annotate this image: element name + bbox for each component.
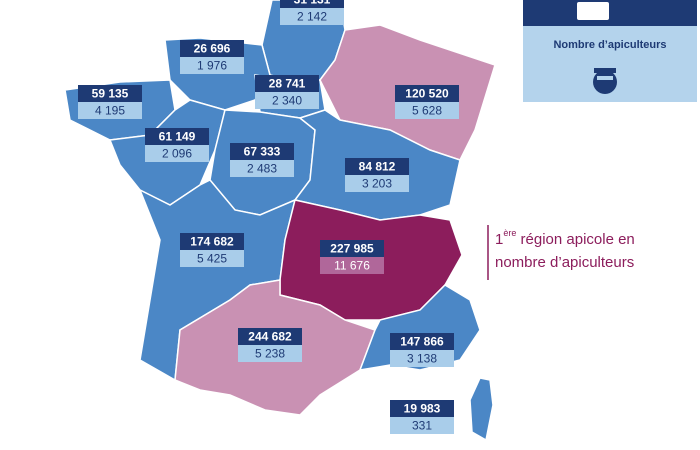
- hive-icon: [577, 2, 609, 20]
- value-box-top: [145, 128, 209, 145]
- region-value-top: 227 985: [330, 242, 374, 256]
- region-value-top: 31 131: [294, 0, 331, 7]
- value-box-top: [255, 75, 319, 92]
- region: [469, 377, 494, 442]
- region-value-bottom: 2 340: [272, 94, 302, 108]
- region-value-top: 147 866: [400, 335, 444, 349]
- region-value-top: 84 812: [359, 160, 396, 174]
- region-value-bottom: 3 203: [362, 177, 392, 191]
- region-value-top: 26 696: [194, 42, 231, 56]
- value-box-top: [390, 400, 454, 417]
- value-box-top: [390, 333, 454, 350]
- value-box-bottom: [390, 417, 454, 434]
- france-map: [64, 0, 496, 442]
- value-box-top: [180, 40, 244, 57]
- legend-header: [523, 0, 697, 26]
- value-box-bottom: [230, 160, 294, 177]
- region-value-bottom: 3 138: [407, 352, 437, 366]
- region-value-bottom: 2 483: [247, 162, 277, 176]
- value-box-top: [395, 85, 459, 102]
- value-box-bottom: [345, 175, 409, 192]
- region-value-top: 19 983: [404, 402, 441, 416]
- region-value-top: 244 682: [248, 330, 292, 344]
- region-value-top: 120 520: [405, 87, 449, 101]
- region-value-bottom: 5 238: [255, 347, 285, 361]
- beekeeper-icon: [593, 68, 617, 94]
- annotation-line2: nombre d’apiculteurs: [495, 254, 634, 271]
- value-box-top: [320, 240, 384, 257]
- region-value-bottom: 11 676: [334, 259, 370, 273]
- value-box-bottom: [238, 345, 302, 362]
- value-box-bottom: [145, 145, 209, 162]
- region-value-bottom: 1 976: [197, 59, 227, 73]
- value-box-top: [345, 158, 409, 175]
- value-box-bottom: [395, 102, 459, 119]
- legend: Nombre d’apiculteurs: [523, 0, 697, 102]
- region-value-top: 174 682: [190, 235, 234, 249]
- region-value-bottom: 331: [412, 419, 432, 433]
- region-labels: 31 131 2 142 26 696 1 976 59 135 4 195 28 741 2…: [78, 0, 459, 434]
- value-box-bottom: [320, 257, 384, 274]
- value-box-bottom: [78, 102, 142, 119]
- region-value-top: 61 149: [159, 130, 196, 144]
- region-value-bottom: 5 628: [412, 104, 442, 118]
- value-box-top: [180, 233, 244, 250]
- region-value-bottom: 2 096: [162, 147, 192, 161]
- value-box-bottom: [180, 57, 244, 74]
- region-value-top: 28 741: [269, 77, 306, 91]
- value-box-bottom: [280, 8, 344, 25]
- annotation: 1ère région apicole en nombre d’apiculte…: [487, 225, 635, 280]
- annotation-line1: 1ère région apicole en: [495, 228, 635, 248]
- value-box-bottom: [390, 350, 454, 367]
- value-box-top: [280, 0, 344, 8]
- value-box-top: [238, 328, 302, 345]
- region-value-bottom: 5 425: [197, 252, 227, 266]
- region-value-top: 59 135: [92, 87, 129, 101]
- region-value-bottom: 2 142: [297, 10, 327, 24]
- value-box-top: [230, 143, 294, 160]
- region-value-top: 67 333: [244, 145, 281, 159]
- region-value-bottom: 4 195: [95, 104, 125, 118]
- value-box-top: [78, 85, 142, 102]
- value-box-bottom: [255, 92, 319, 109]
- legend-title: Nombre d’apiculteurs: [553, 39, 666, 51]
- value-box-bottom: [180, 250, 244, 267]
